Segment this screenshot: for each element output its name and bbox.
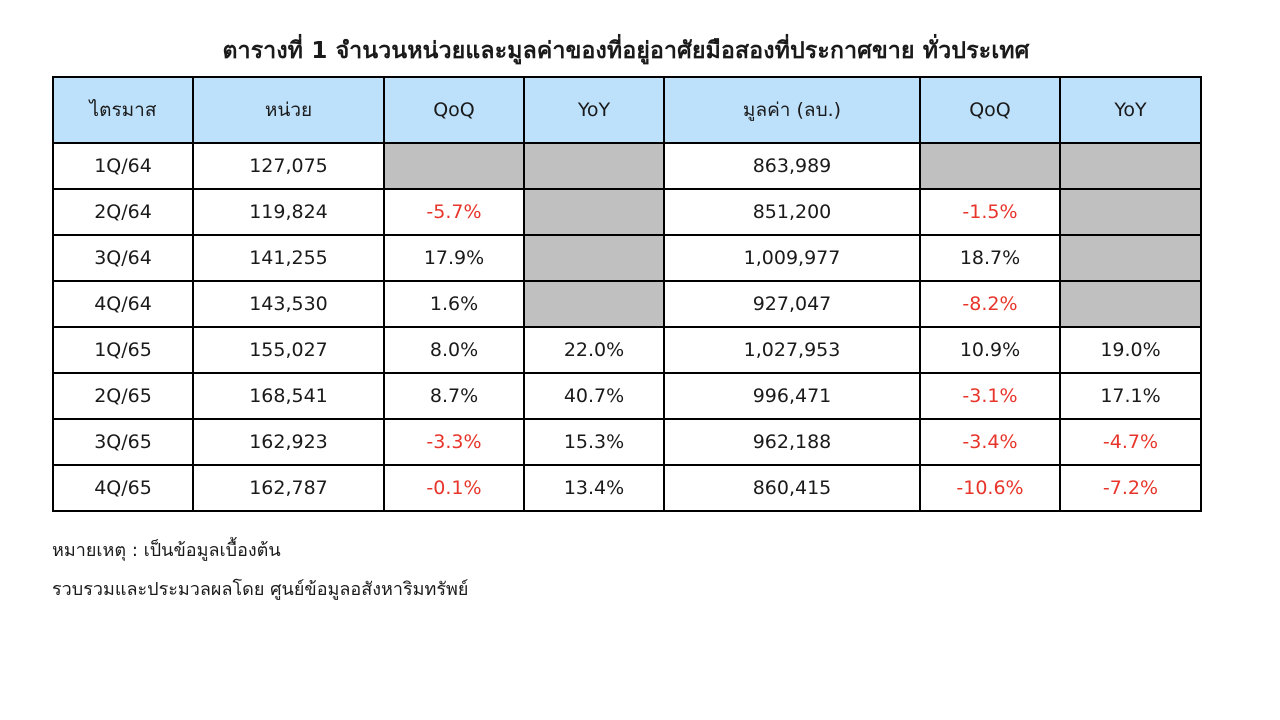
table-cell-value-yoy: [1059, 280, 1202, 328]
column-header-units: หน่วย: [192, 76, 385, 144]
table-cell-value-qoq: 18.7%: [919, 234, 1061, 282]
table-cell-value-qoq: 10.9%: [919, 326, 1061, 374]
table-cell-units: 141,255: [192, 234, 385, 282]
table-row: 3Q/65 162,923 -3.3% 15.3% 962,188 -3.4% -4.7%: [52, 418, 1202, 466]
table-cell-units-yoy: [523, 234, 665, 282]
note-preliminary: หมายเหตุ : เป็นข้อมูลเบื้องต้น: [52, 540, 281, 561]
table-row: 3Q/64 141,255 17.9% 1,009,977 18.7%: [52, 234, 1202, 282]
table-row: 1Q/65 155,027 8.0% 22.0% 1,027,953 10.9% 19.0%: [52, 326, 1202, 374]
table-row: 2Q/65 168,541 8.7% 40.7% 996,471 -3.1% 17.1%: [52, 372, 1202, 420]
table-cell-value-qoq: -10.6%: [919, 464, 1061, 512]
table-cell-value: 851,200: [663, 188, 921, 236]
column-header-quarter: ไตรมาส: [52, 76, 194, 144]
table-body: 1Q/64 127,075 863,989 2Q/64 119,824 -5.7% 851,…: [52, 142, 1202, 512]
table-cell-units-qoq: -0.1%: [383, 464, 525, 512]
table-row: 4Q/64 143,530 1.6% 927,047 -8.2%: [52, 280, 1202, 328]
table-row: 4Q/65 162,787 -0.1% 13.4% 860,415 -10.6% -7.2%: [52, 464, 1202, 512]
table-cell-units-yoy: 40.7%: [523, 372, 665, 420]
table-cell-units-yoy: 15.3%: [523, 418, 665, 466]
table-cell-units-qoq: 8.0%: [383, 326, 525, 374]
table-cell-units-qoq: 1.6%: [383, 280, 525, 328]
table-row: 1Q/64 127,075 863,989: [52, 142, 1202, 190]
table-cell-units-yoy: [523, 280, 665, 328]
table-cell-units-qoq: 17.9%: [383, 234, 525, 282]
table-cell-value-qoq: [919, 142, 1061, 190]
table-cell-value: 927,047: [663, 280, 921, 328]
table-cell-quarter: 4Q/64: [52, 280, 194, 328]
table-cell-value-qoq: -8.2%: [919, 280, 1061, 328]
table-cell-units: 127,075: [192, 142, 385, 190]
table-cell-value-yoy: 19.0%: [1059, 326, 1202, 374]
table-cell-units-yoy: 22.0%: [523, 326, 665, 374]
table-cell-quarter: 3Q/65: [52, 418, 194, 466]
note-source: รวบรวมและประมวลผลโดย ศูนย์ข้อมูลอสังหาริ…: [52, 579, 469, 600]
table-cell-quarter: 3Q/64: [52, 234, 194, 282]
table-cell-units-yoy: [523, 142, 665, 190]
table-cell-units-qoq: -5.7%: [383, 188, 525, 236]
table-cell-value: 996,471: [663, 372, 921, 420]
header-row: ไตรมาส หน่วย QoQ YoY มูลค่า (ลบ.) QoQ YoY: [52, 76, 1202, 144]
table-title: ตารางที่ 1 จำนวนหน่วยและมูลค่าของที่อยู่…: [222, 38, 1030, 64]
table-cell-value: 1,027,953: [663, 326, 921, 374]
table-cell-value: 1,009,977: [663, 234, 921, 282]
table-cell-quarter: 1Q/64: [52, 142, 194, 190]
table-cell-units: 162,923: [192, 418, 385, 466]
table-cell-value-yoy: -4.7%: [1059, 418, 1202, 466]
table-cell-quarter: 4Q/65: [52, 464, 194, 512]
table-cell-units-qoq: 8.7%: [383, 372, 525, 420]
table-cell-value-yoy: [1059, 234, 1202, 282]
housing-table: ไตรมาส หน่วย QoQ YoY มูลค่า (ลบ.) QoQ YoY 1Q/6…: [52, 76, 1202, 512]
table-cell-value-yoy: -7.2%: [1059, 464, 1202, 512]
column-header-value-yoy: YoY: [1059, 76, 1202, 144]
table-cell-value-yoy: [1059, 188, 1202, 236]
table-cell-quarter: 2Q/65: [52, 372, 194, 420]
table-cell-value: 863,989: [663, 142, 921, 190]
column-header-value-qoq: QoQ: [919, 76, 1061, 144]
table-cell-units: 155,027: [192, 326, 385, 374]
table-row: 2Q/64 119,824 -5.7% 851,200 -1.5%: [52, 188, 1202, 236]
table-cell-units-qoq: -3.3%: [383, 418, 525, 466]
table-cell-units: 162,787: [192, 464, 385, 512]
column-header-units-yoy: YoY: [523, 76, 665, 144]
column-header-value: มูลค่า (ลบ.): [663, 76, 921, 144]
table-cell-units: 143,530: [192, 280, 385, 328]
table-cell-units: 119,824: [192, 188, 385, 236]
table-cell-units-yoy: 13.4%: [523, 464, 665, 512]
table-cell-units-yoy: [523, 188, 665, 236]
table-cell-value-qoq: -3.1%: [919, 372, 1061, 420]
table-cell-quarter: 1Q/65: [52, 326, 194, 374]
table-cell-units-qoq: [383, 142, 525, 190]
table-cell-value-yoy: 17.1%: [1059, 372, 1202, 420]
table-cell-value-yoy: [1059, 142, 1202, 190]
table-cell-units: 168,541: [192, 372, 385, 420]
table-cell-quarter: 2Q/64: [52, 188, 194, 236]
table-cell-value-qoq: -1.5%: [919, 188, 1061, 236]
table-cell-value-qoq: -3.4%: [919, 418, 1061, 466]
column-header-units-qoq: QoQ: [383, 76, 525, 144]
table-cell-value: 860,415: [663, 464, 921, 512]
table-cell-value: 962,188: [663, 418, 921, 466]
